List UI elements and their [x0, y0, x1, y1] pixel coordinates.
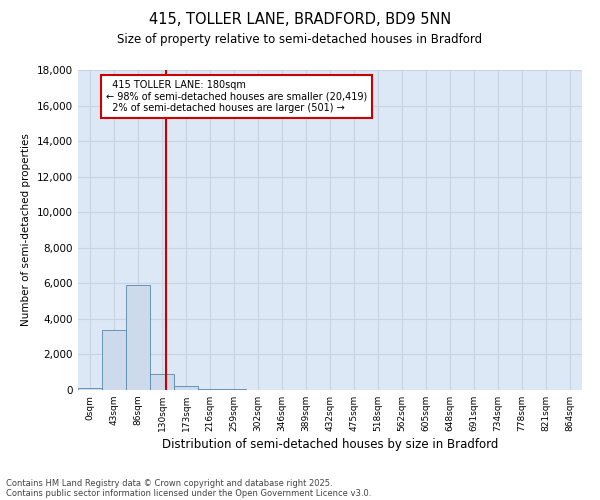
Bar: [150, 374, 174, 390]
Text: Contains public sector information licensed under the Open Government Licence v3: Contains public sector information licen…: [6, 488, 371, 498]
Bar: [126, 285, 150, 390]
Y-axis label: Number of semi-detached properties: Number of semi-detached properties: [22, 134, 31, 326]
Bar: [174, 386, 198, 390]
Bar: [198, 388, 222, 390]
Text: 415 TOLLER LANE: 180sqm
← 98% of semi-detached houses are smaller (20,419)
  2% : 415 TOLLER LANE: 180sqm ← 98% of semi-de…: [106, 80, 367, 113]
Text: 415, TOLLER LANE, BRADFORD, BD9 5NN: 415, TOLLER LANE, BRADFORD, BD9 5NN: [149, 12, 451, 28]
Text: Size of property relative to semi-detached houses in Bradford: Size of property relative to semi-detach…: [118, 32, 482, 46]
Text: Contains HM Land Registry data © Crown copyright and database right 2025.: Contains HM Land Registry data © Crown c…: [6, 478, 332, 488]
Bar: [78, 388, 102, 390]
X-axis label: Distribution of semi-detached houses by size in Bradford: Distribution of semi-detached houses by …: [162, 438, 498, 451]
Bar: [102, 330, 126, 390]
